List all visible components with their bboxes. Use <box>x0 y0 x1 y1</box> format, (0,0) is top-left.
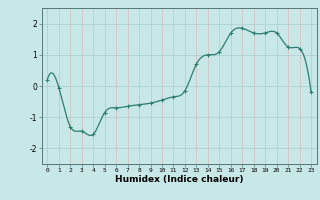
X-axis label: Humidex (Indice chaleur): Humidex (Indice chaleur) <box>115 175 244 184</box>
